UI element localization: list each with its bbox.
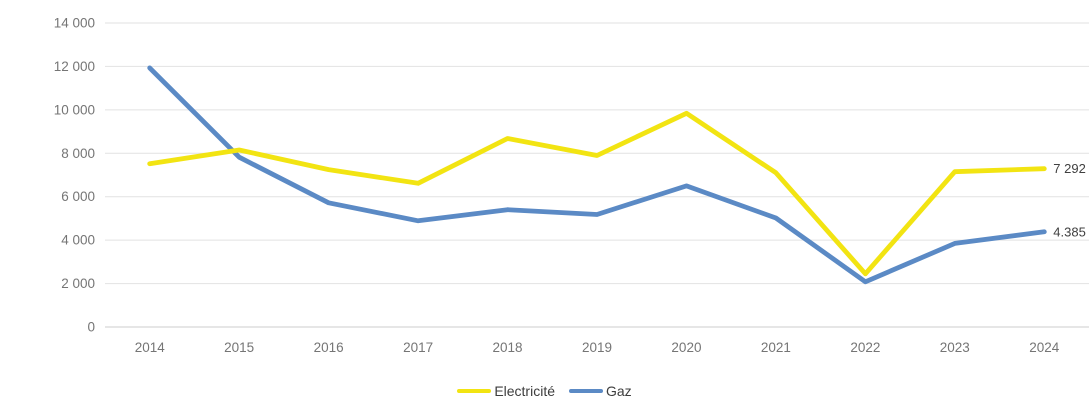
x-axis-tick-label: 2014 (135, 340, 166, 355)
series-line-gaz (147, 65, 1047, 285)
x-axis-tick-label: 2017 (403, 340, 433, 355)
series-line-electricite (147, 110, 1047, 277)
series-end-label-electricite: 7 292 (1053, 161, 1086, 176)
legend-item-gaz: Gaz (569, 382, 632, 400)
x-axis-tick-label: 2019 (582, 340, 612, 355)
y-axis-tick-label: 14 000 (54, 16, 95, 31)
legend-label-electricite: Electricité (494, 383, 555, 399)
y-axis-tick-label: 6 000 (61, 189, 95, 204)
y-axis-tick-label: 8 000 (61, 146, 95, 161)
gaz-line-swatch-icon (569, 389, 603, 393)
y-axis-tick-label: 10 000 (54, 102, 95, 117)
legend-item-electricite: Electricité (457, 382, 555, 400)
x-axis-tick-label: 2018 (493, 340, 523, 355)
x-axis-tick-label: 2015 (224, 340, 254, 355)
x-axis-tick-label: 2020 (671, 340, 701, 355)
legend-label-gaz: Gaz (606, 383, 632, 399)
x-axis-tick-label: 2021 (761, 340, 791, 355)
x-axis-tick-label: 2023 (940, 340, 970, 355)
x-axis-tick-label: 2022 (850, 340, 880, 355)
electricite-line-swatch-icon (457, 389, 492, 393)
y-axis-tick-label: 12 000 (54, 59, 95, 74)
y-axis-tick-label: 0 (87, 320, 95, 335)
series-end-label-gaz: 4.385 (1053, 224, 1086, 239)
y-axis-tick-label: 2 000 (61, 276, 95, 291)
chart-legend: Electricité Gaz (0, 382, 1089, 400)
y-axis-tick-label: 4 000 (61, 233, 95, 248)
x-axis-tick-label: 2024 (1029, 340, 1060, 355)
x-axis-tick-label: 2016 (314, 340, 344, 355)
